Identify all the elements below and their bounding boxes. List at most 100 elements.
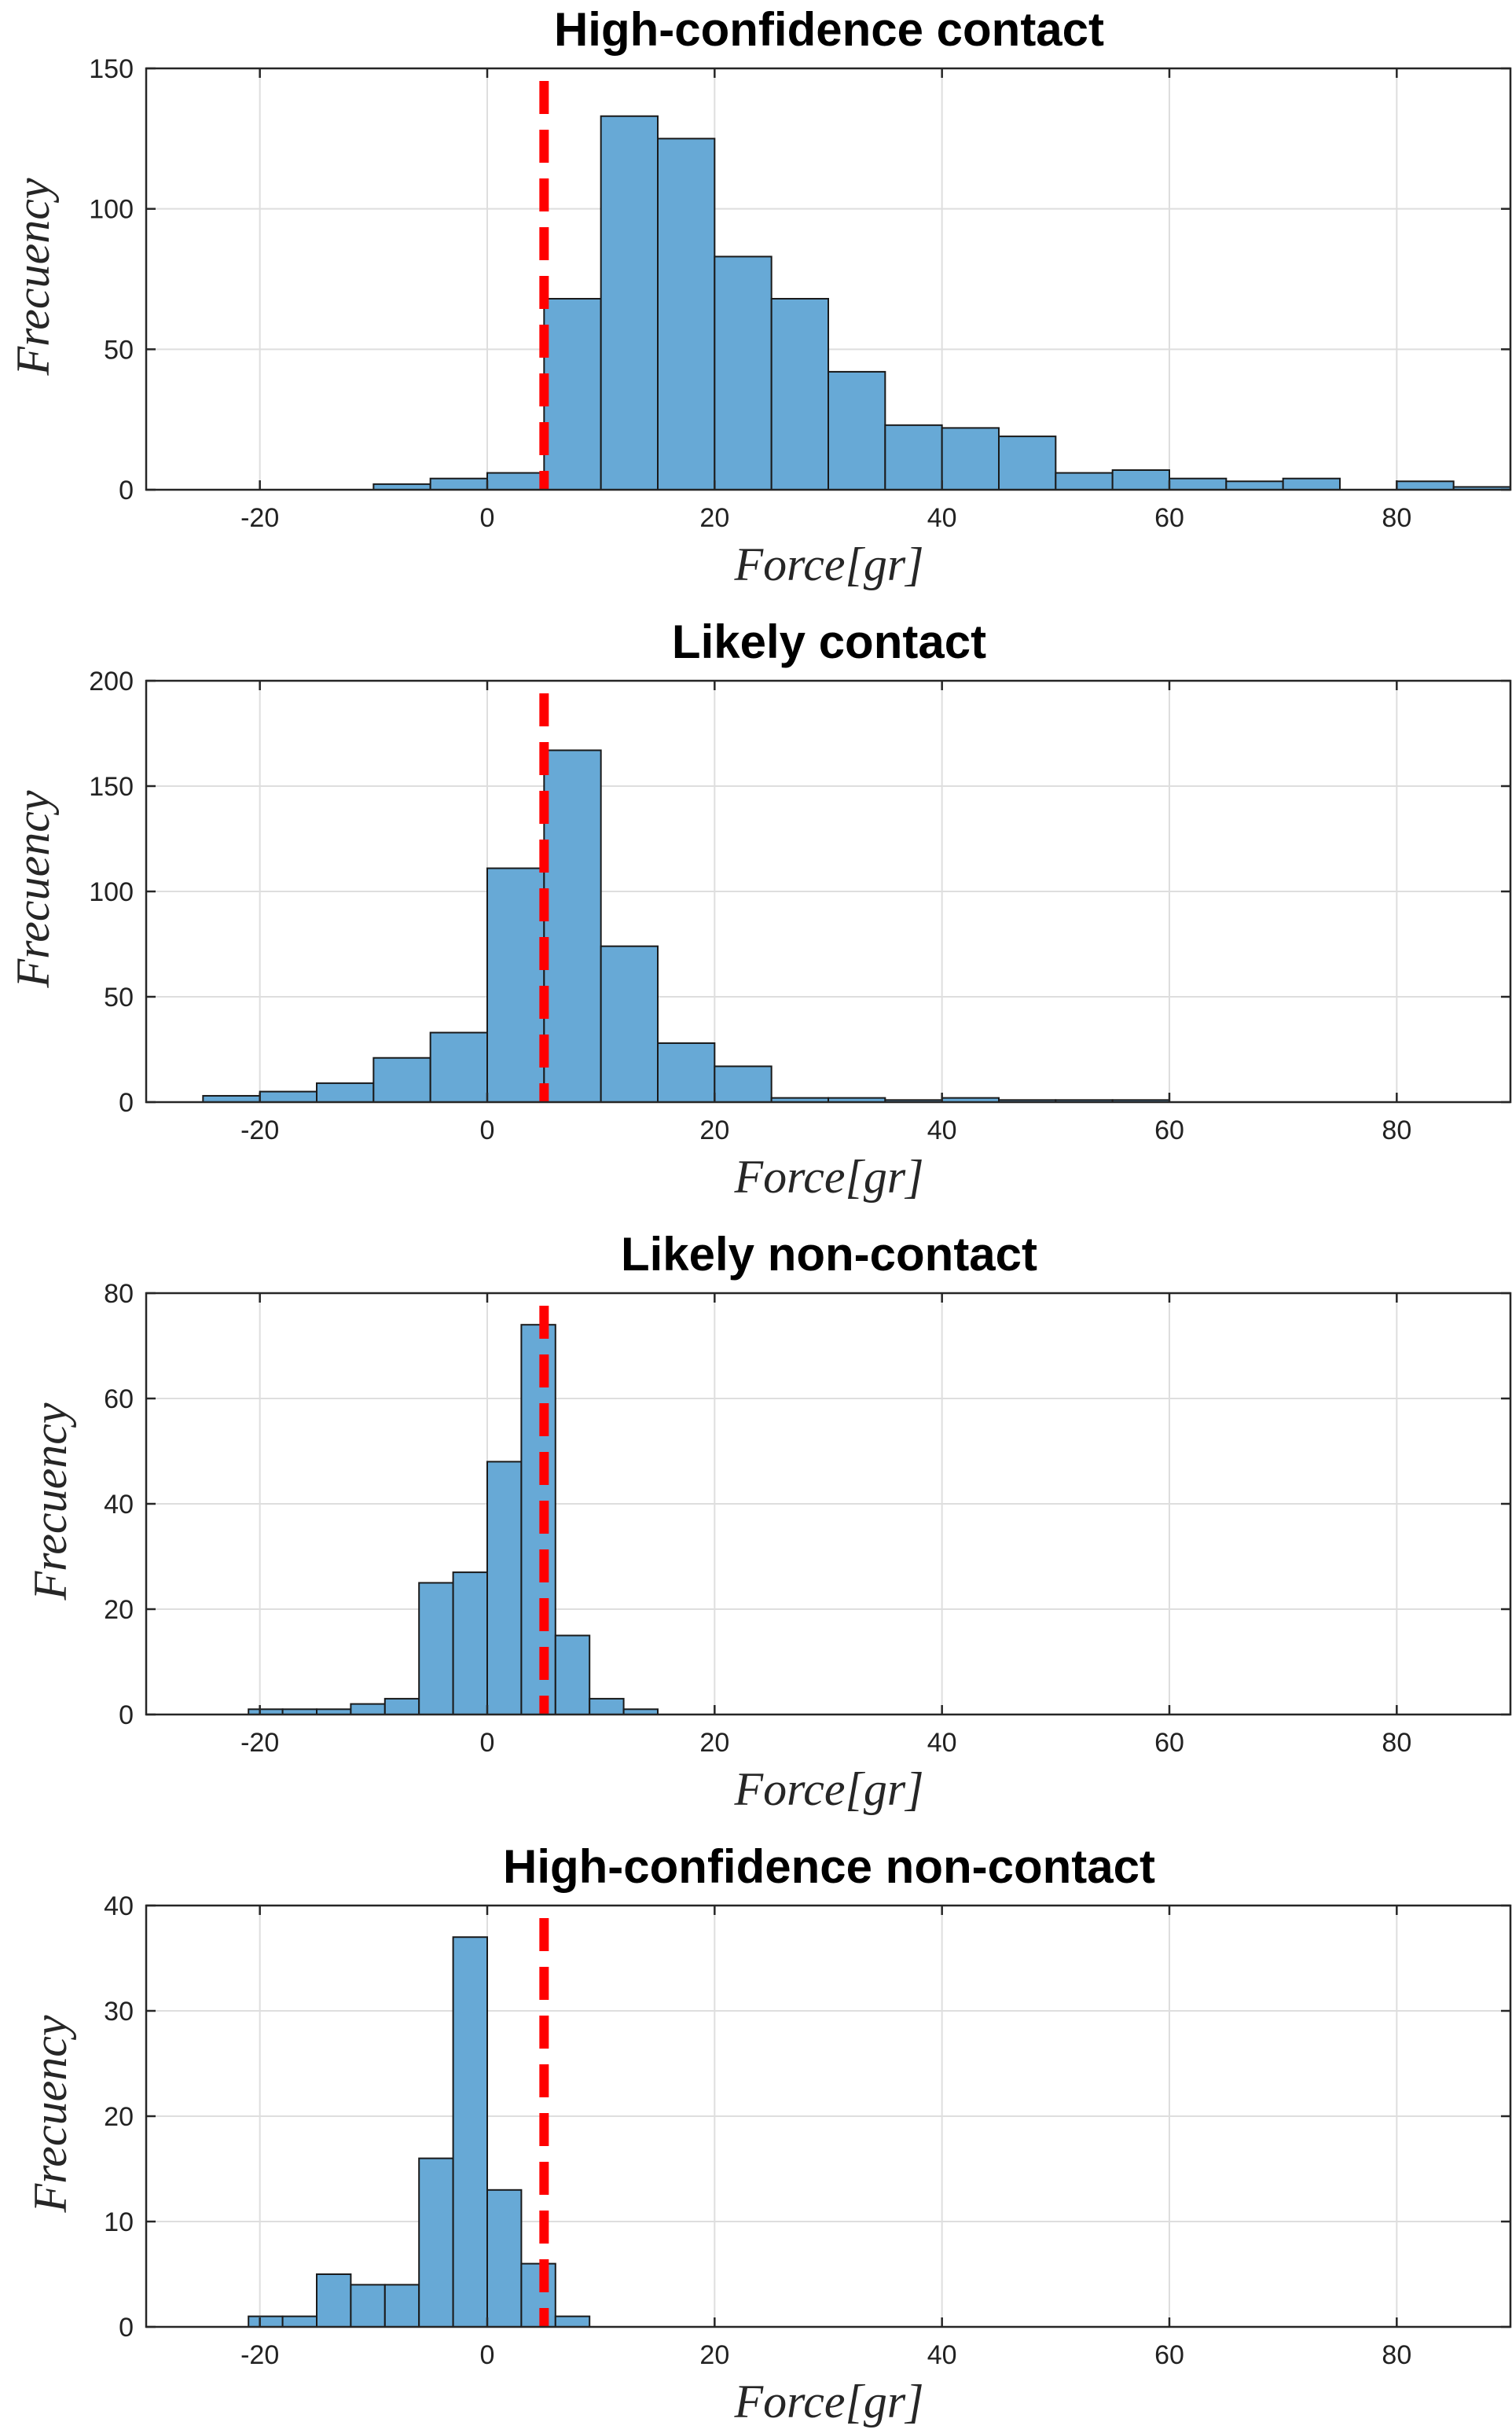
histogram-bar	[418, 2157, 454, 2328]
y-tick-label: 0	[119, 476, 134, 505]
histogram-bar	[589, 1697, 625, 1715]
histogram-bar	[1282, 477, 1341, 491]
x-tick-label: 60	[1154, 1728, 1184, 1758]
x-tick-label: 80	[1382, 1728, 1411, 1758]
histogram-bar	[259, 1090, 317, 1103]
histogram-bar	[486, 1461, 523, 1716]
x-tick-label: 0	[480, 1115, 495, 1145]
histogram-bar	[657, 138, 716, 491]
plot-area: -20 0 20 40 60 80 0 50 100 150	[89, 54, 1512, 533]
histogram-bar	[486, 472, 545, 491]
x-tick-label: 0	[480, 1728, 495, 1758]
histogram-bar	[452, 1936, 488, 2328]
y-tick-label: 50	[104, 983, 134, 1013]
x-tick-label: -20	[240, 1728, 279, 1758]
x-tick-label: 20	[699, 503, 729, 533]
panel-likely-contact: Likely contact -20 0 20 40 60 80050100150200 …	[7, 616, 1512, 1203]
histogram-bar	[657, 1042, 716, 1103]
histogram-bar	[714, 1065, 773, 1103]
histogram-bar	[520, 2262, 556, 2328]
y-tick-label: 100	[89, 877, 134, 907]
histogram-bar	[350, 2284, 386, 2328]
histogram-bar	[941, 427, 1000, 491]
histogram-bar	[384, 2284, 420, 2328]
y-tick-label: 0	[119, 1088, 134, 1118]
x-tick-label: 60	[1154, 503, 1184, 533]
y-tick-label: 60	[104, 1384, 134, 1414]
y-tick-label: 0	[119, 1700, 134, 1730]
y-tick-label: 20	[104, 2102, 134, 2132]
x-tick-label: 40	[927, 1728, 957, 1758]
panel-title: Likely contact	[672, 616, 986, 668]
histogram-bar	[1055, 472, 1114, 491]
y-tick-label: 150	[89, 54, 134, 84]
y-tick-label: 150	[89, 772, 134, 802]
histogram-bar	[1111, 469, 1170, 491]
histogram-bar	[770, 298, 830, 491]
y-tick-label: 50	[104, 335, 134, 365]
histogram-bar	[554, 2315, 591, 2328]
x-axis-label: Force[gr]	[733, 2376, 923, 2427]
x-tick-label: 40	[927, 503, 957, 533]
x-tick-label: 60	[1154, 2340, 1184, 2370]
histogram-bar	[998, 436, 1057, 491]
x-tick-label: 40	[927, 1115, 957, 1145]
y-tick-label: 10	[104, 2207, 134, 2237]
y-tick-label: 100	[89, 195, 134, 225]
panel-high-confidence-non-contact: High-confidence non-contact -20 0 20 40 60 80…	[24, 1840, 1512, 2427]
histogram-bar	[429, 477, 489, 491]
axes-frame	[145, 67, 1512, 491]
histogram-bar	[486, 867, 545, 1104]
x-tick-label: 80	[1382, 503, 1411, 533]
y-tick-label: 30	[104, 1997, 134, 2027]
x-tick-label: 0	[480, 2340, 495, 2370]
histogram-bar	[452, 1571, 488, 1715]
x-tick-label: -20	[240, 2340, 279, 2370]
plot-area: -20 0 20 40 60 80 0 50 100 150 200	[89, 667, 1512, 1145]
panel-likely-non-contact: Likely non-contact -20 0 20 40 60 80 0 20 40 60 80…	[24, 1228, 1512, 1815]
histogram-bar	[486, 2189, 523, 2328]
x-tick-label: -20	[240, 1115, 279, 1145]
x-tick-label: -20	[240, 503, 279, 533]
histogram-bar	[418, 1582, 454, 1715]
histogram-bar	[316, 2273, 352, 2328]
histogram-bar	[714, 255, 773, 491]
x-tick-label: 80	[1382, 1115, 1411, 1145]
histogram-bar	[1225, 480, 1284, 491]
x-tick-label: 20	[699, 2340, 729, 2370]
histogram-bar	[828, 370, 886, 491]
y-tick-label: 200	[89, 667, 134, 696]
histogram-bar	[281, 2315, 318, 2328]
histogram-bar	[372, 1057, 431, 1103]
x-tick-label: 20	[699, 1115, 729, 1145]
x-axis-label: Force[gr]	[733, 538, 923, 590]
y-axis-label: Frecuency	[24, 1402, 76, 1601]
panel-title: Likely non-contact	[621, 1228, 1037, 1281]
y-axis-label: Frecuency	[7, 178, 59, 376]
y-tick-label: 40	[104, 1490, 134, 1520]
x-tick-label: 20	[699, 1728, 729, 1758]
x-axis-label: Force[gr]	[733, 1763, 923, 1815]
x-tick-label: 0	[480, 503, 495, 533]
panel-title: High-confidence contact	[554, 3, 1104, 56]
histogram-bar	[384, 1697, 420, 1715]
histogram-bar	[429, 1031, 489, 1104]
y-tick-label: 40	[104, 1891, 134, 1921]
panel-high-confidence-contact: High-confidence contact -20 0 20 40 60 80 0 50 1…	[7, 3, 1512, 590]
x-axis-label: Force[gr]	[733, 1151, 923, 1203]
panel-title: High-confidence non-contact	[503, 1840, 1155, 1893]
y-tick-label: 0	[119, 2313, 134, 2343]
histogram-bar	[554, 1634, 591, 1715]
histogram-bar	[316, 1082, 375, 1104]
histogram-bar	[1169, 477, 1228, 491]
histogram-bar	[248, 2315, 284, 2328]
histogram-bar	[543, 749, 602, 1103]
x-tick-label: 40	[927, 2340, 957, 2370]
x-tick-label: 60	[1154, 1115, 1184, 1145]
y-tick-label: 80	[104, 1279, 134, 1309]
histogram-bar	[884, 424, 943, 491]
y-tick-label: 20	[104, 1595, 134, 1625]
plot-area: -20 0 20 40 60 80 0 10 20 30 40	[104, 1891, 1512, 2370]
histogram-bar	[600, 945, 659, 1104]
